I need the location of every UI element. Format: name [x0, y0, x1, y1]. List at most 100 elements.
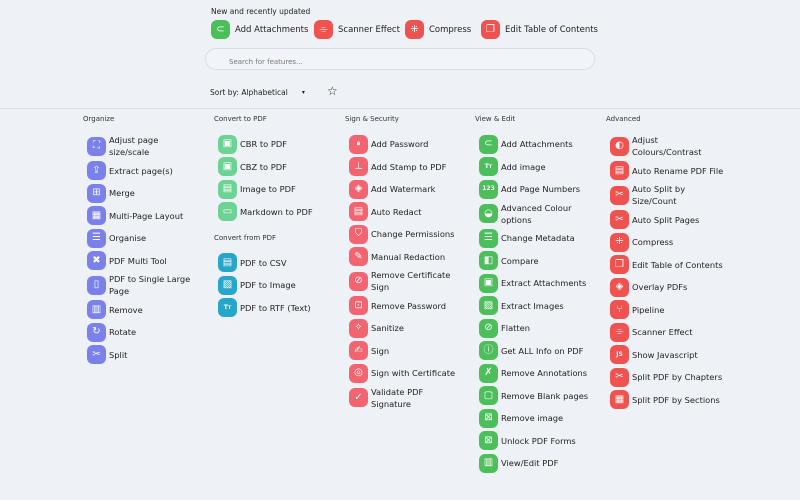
tool-change-metadata[interactable]: ☰ Change Metadata — [479, 228, 603, 248]
tool-pdf-multi-tool[interactable]: ✖ PDF Multi Tool — [87, 251, 211, 271]
sort-dropdown[interactable]: Sort by: Alphabetical ▾ — [210, 88, 305, 97]
tool-label: Sanitize — [371, 323, 404, 333]
extract-images-icon: ▨ — [479, 296, 498, 315]
tool-label: Remove Annotations — [501, 368, 588, 378]
tool-remove-password[interactable]: ⊡ Remove Password — [349, 296, 473, 316]
tool-label: Add Password — [371, 139, 429, 149]
recent-tool-add-attachments[interactable]: ⊂ Add Attachments — [211, 20, 308, 39]
pipeline-icon: ⑂ — [610, 300, 629, 319]
recent-tool-compress[interactable]: ⁜ Compress — [405, 20, 471, 39]
tool-extract-page-s[interactable]: ⇪ Extract page(s) — [87, 161, 211, 181]
paperclip-icon: ⊂ — [211, 20, 230, 39]
tool-label: Compress — [632, 237, 674, 247]
tool-rotate[interactable]: ↻ Rotate — [87, 322, 211, 342]
organise-icon: ☰ — [87, 228, 106, 248]
tool-unlock-pdf-forms[interactable]: ⊠ Unlock PDF Forms — [479, 431, 603, 451]
tool-sign-with-certificate[interactable]: ◎ Sign with Certificate — [349, 363, 473, 383]
advanced-colour-options-icon: ◒ — [479, 204, 498, 223]
tool-change-permissions[interactable]: ⛉ Change Permissions — [349, 224, 473, 244]
tool-label: Flatten — [501, 323, 531, 333]
section-heading-organize: Organize — [83, 115, 115, 123]
tool-auto-rename-pdf-file[interactable]: ▤ Auto Rename PDF File — [610, 161, 734, 181]
tool-remove-image[interactable]: ⊠ Remove image — [479, 408, 603, 428]
adjust-colours-contrast-icon: ◐ — [610, 136, 629, 156]
edit-table-of-contents-icon: ❐ — [610, 255, 629, 274]
tool-markdown-to-pdf[interactable]: ▭ Markdown to PDF — [218, 202, 342, 222]
tool-multi-page-layout[interactable]: ▦ Multi-Page Layout — [87, 206, 211, 226]
search-bar[interactable] — [205, 48, 595, 72]
section-heading-convert-from-pdf: Convert from PDF — [214, 233, 277, 242]
tool-label: Change Permissions — [371, 229, 455, 239]
tool-label: Extract Attachments — [501, 278, 587, 288]
cbz-to-pdf-icon: ▣ — [218, 157, 237, 176]
tool-extract-images[interactable]: ▨ Extract Images — [479, 296, 603, 316]
tool-adjust-page-size-scale[interactable]: ⛶ Adjust page size/scale — [87, 134, 211, 158]
tool-split[interactable]: ✂ Split — [87, 345, 211, 365]
tool-advanced-colour-options[interactable]: ◒ Advanced Colour options — [479, 202, 603, 226]
tool-auto-redact[interactable]: ▤ Auto Redact — [349, 202, 473, 222]
search-input[interactable] — [206, 52, 594, 72]
toc-icon: ❐ — [481, 20, 500, 39]
favorites-star-icon[interactable]: ☆ — [327, 84, 338, 98]
tool-adjust-colours-contrast[interactable]: ◐ Adjust Colours/Contrast — [610, 134, 734, 158]
manual-redaction-icon: ✎ — [349, 247, 368, 266]
sort-label: Sort by: Alphabetical — [210, 88, 288, 97]
pdf-multi-tool-icon: ✖ — [87, 251, 106, 270]
tool-sanitize[interactable]: ✧ Sanitize — [349, 318, 473, 338]
tool-pdf-to-rtf-text[interactable]: Tт PDF to RTF (Text) — [218, 298, 342, 318]
tool-show-javascript[interactable]: JS Show Javascript — [610, 345, 734, 365]
tool-get-all-info-on-pdf[interactable]: ⓘ Get ALL Info on PDF — [479, 341, 603, 361]
compress-icon: ⁜ — [610, 232, 629, 252]
tool-manual-redaction[interactable]: ✎ Manual Redaction — [349, 247, 473, 267]
recent-tool-edit-table-of-contents[interactable]: ❐ Edit Table of Contents — [481, 20, 598, 39]
tool-sign[interactable]: ✍ Sign — [349, 341, 473, 361]
scanner-effect-icon: ⌯ — [610, 322, 629, 342]
recent-tool-scanner-effect[interactable]: ⌯ Scanner Effect — [314, 20, 400, 39]
tool-image-to-pdf[interactable]: ▤ Image to PDF — [218, 179, 342, 199]
remove-blank-pages-icon: ▢ — [479, 386, 498, 405]
tool-label: Extract Images — [501, 300, 564, 311]
remove-icon: ▥ — [87, 300, 106, 319]
tool-scanner-effect[interactable]: ⌯ Scanner Effect — [610, 322, 734, 342]
tool-pipeline[interactable]: ⑂ Pipeline — [610, 300, 734, 320]
tool-auto-split-pages[interactable]: ✂ Auto Split Pages — [610, 210, 734, 230]
tool-label: Adjust Colours/Contrast — [632, 135, 702, 157]
tool-add-page-numbers[interactable]: 123 Add Page Numbers — [479, 179, 603, 199]
tool-remove-certificate-sign[interactable]: ⊘ Remove Certificate Sign — [349, 269, 473, 293]
tool-remove-blank-pages[interactable]: ▢ Remove Blank pages — [479, 386, 603, 406]
tool-label: Advanced Colour options — [501, 202, 572, 225]
tool-add-stamp-to-pdf[interactable]: ⊥ Add Stamp to PDF — [349, 157, 473, 177]
tool-edit-table-of-contents[interactable]: ❐ Edit Table of Contents — [610, 255, 734, 275]
tool-compare[interactable]: ◧ Compare — [479, 251, 603, 271]
tool-organise[interactable]: ☰ Organise — [87, 228, 211, 248]
tool-add-attachments[interactable]: ⊂ Add Attachments — [479, 134, 603, 154]
tool-split-pdf-by-sections[interactable]: ▦ Split PDF by Sections — [610, 390, 734, 410]
tool-compress[interactable]: ⁜ Compress — [610, 232, 734, 252]
tool-view-edit-pdf[interactable]: ▥ View/Edit PDF — [479, 453, 603, 473]
tool-pdf-to-single-large-page[interactable]: ▯ PDF to Single Large Page — [87, 273, 211, 297]
tool-split-pdf-by-chapters[interactable]: ✂ Split PDF by Chapters — [610, 367, 734, 387]
tool-cbr-to-pdf[interactable]: ▣ CBR to PDF — [218, 134, 342, 154]
tool-extract-attachments[interactable]: ▣ Extract Attachments — [479, 273, 603, 293]
tool-remove-annotations[interactable]: ✗ Remove Annotations — [479, 363, 603, 383]
tool-remove[interactable]: ▥ Remove — [87, 300, 211, 320]
tool-add-watermark[interactable]: ◈ Add Watermark — [349, 179, 473, 199]
tool-label: Sign with Certificate — [371, 368, 456, 378]
auto-split-pages-icon: ✂ — [610, 210, 629, 229]
tool-label: Compare — [501, 255, 539, 266]
tool-label: PDF to Single Large Page — [109, 274, 191, 296]
tool-cbz-to-pdf[interactable]: ▣ CBZ to PDF — [218, 157, 342, 177]
tool-validate-pdf-signature[interactable]: ✓ Validate PDF Signature — [349, 386, 473, 410]
add-password-icon: 🔒︎ — [349, 134, 368, 154]
tool-flatten[interactable]: ⊘ Flatten — [479, 318, 603, 338]
tool-pdf-to-image[interactable]: ▨ PDF to Image — [218, 275, 342, 295]
tool-merge[interactable]: ⊞ Merge — [87, 183, 211, 203]
pdf-to-rtf-text-icon: Tт — [218, 298, 237, 317]
tool-add-password[interactable]: 🔒︎ Add Password — [349, 134, 473, 154]
tool-auto-split-by-size-count[interactable]: ✂ Auto Split by Size/Count — [610, 183, 734, 207]
tool-overlay-pdfs[interactable]: ◈ Overlay PDFs — [610, 277, 734, 297]
tool-pdf-to-csv[interactable]: ▤ PDF to CSV — [218, 253, 342, 273]
tool-label: PDF Multi Tool — [109, 255, 167, 266]
tool-add-image[interactable]: Tт Add image — [479, 157, 603, 177]
recent-tool-label: Compress — [429, 24, 472, 35]
